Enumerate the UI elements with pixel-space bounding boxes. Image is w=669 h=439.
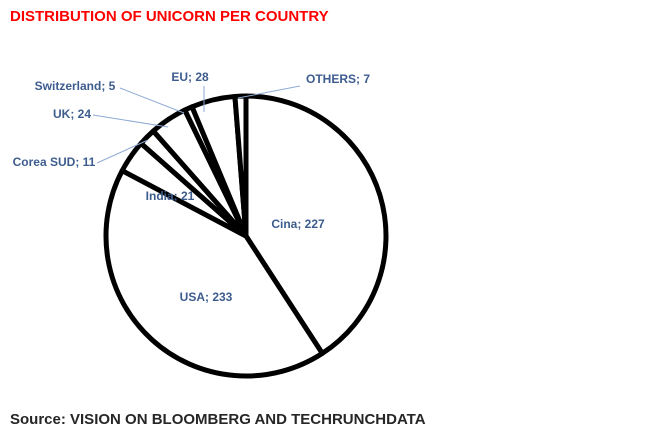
data-label: USA; 233: [180, 290, 233, 304]
data-label: Cina; 227: [271, 217, 325, 231]
chart-title: DISTRIBUTION OF UNICORN PER COUNTRY: [10, 8, 329, 25]
data-label: Corea SUD; 11: [13, 155, 96, 169]
data-label: OTHERS; 7: [306, 72, 370, 86]
leader-line: [237, 85, 301, 99]
leader-line: [92, 114, 169, 128]
data-label: India; 21: [146, 189, 195, 203]
source-note: Source: VISION ON BLOOMBERG AND TECHRUNC…: [10, 411, 426, 428]
leader-line: [119, 87, 185, 114]
data-label: EU; 28: [171, 70, 209, 84]
data-label: Switzerland; 5: [35, 79, 116, 93]
pie-slice: [103, 168, 325, 379]
data-label: UK; 24: [53, 107, 91, 121]
leader-line: [96, 139, 149, 164]
